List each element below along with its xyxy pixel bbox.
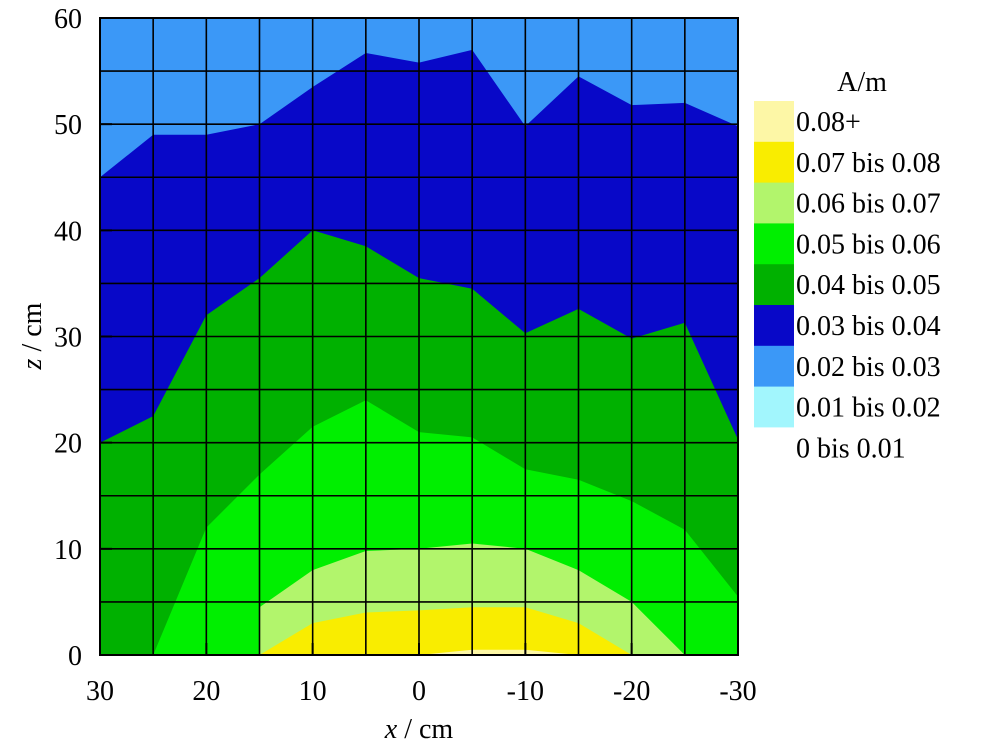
y-axis-unit: / cm: [17, 302, 48, 351]
y-tick-label: 10: [54, 535, 82, 566]
legend-swatch: [754, 305, 794, 347]
legend-label: 0 bis 0.01: [796, 433, 906, 464]
legend-label: 0.06 bis 0.07: [796, 189, 941, 220]
x-tick-label: 10: [299, 676, 327, 707]
legend-swatch: [754, 264, 794, 306]
x-axis-var: x: [384, 714, 398, 745]
x-tick-label: -30: [719, 676, 756, 707]
legend-swatch: [754, 182, 794, 224]
legend-label: 0.02 bis 0.03: [796, 352, 941, 383]
legend-label: 0.05 bis 0.06: [796, 229, 941, 260]
legend-swatch: [754, 141, 794, 184]
y-axis-ticks: 0 10 20 30 40 50 60: [54, 4, 112, 672]
legend-label: 0.07 bis 0.08: [796, 148, 941, 179]
y-tick-label: 0: [68, 641, 82, 672]
x-tick-label: 30: [86, 676, 114, 707]
y-tick-label: 60: [54, 4, 82, 35]
x-axis-unit: / cm: [404, 714, 453, 745]
legend-swatch: [754, 427, 794, 469]
legend-swatch: [754, 345, 794, 388]
y-tick-label: 30: [54, 323, 82, 354]
legend-label: 0.03 bis 0.04: [796, 311, 941, 342]
legend-swatch: [754, 386, 794, 428]
y-tick-label: 40: [54, 216, 82, 247]
x-tick-label: 0: [412, 676, 426, 707]
x-axis-label: x / cm: [384, 714, 454, 745]
y-tick-label: 50: [54, 110, 82, 141]
grid: [100, 18, 738, 655]
x-tick-label: -10: [507, 676, 544, 707]
legend: A/m 0.08+ 0.07 bis 0.08 0.06 bis 0.07 0.05 b…: [754, 67, 941, 469]
legend-swatch: [754, 223, 794, 265]
x-tick-label: 20: [192, 676, 220, 707]
legend-label: 0.04 bis 0.05: [796, 270, 941, 301]
legend-label: 0.08+: [796, 107, 861, 138]
legend-swatch: [754, 101, 794, 143]
plot-area: [100, 18, 738, 655]
y-axis-var: z: [17, 358, 48, 370]
legend-title: A/m: [837, 67, 887, 98]
x-tick-label: -20: [613, 676, 650, 707]
y-tick-label: 20: [54, 429, 82, 460]
x-axis-ticks: 30 20 10 0 -10 -20 -30: [86, 643, 757, 707]
contour-fill-0.08-plus: [419, 649, 579, 655]
y-axis-label: z / cm: [17, 302, 48, 370]
legend-label: 0.01 bis 0.02: [796, 393, 941, 424]
contour-fill-0.07-0.08: [259, 607, 632, 655]
